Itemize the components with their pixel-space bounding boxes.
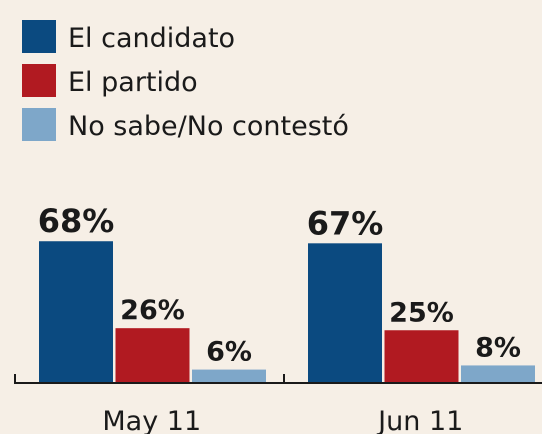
bar xyxy=(384,330,459,382)
value-label: 8% xyxy=(475,332,521,363)
bar xyxy=(39,241,113,382)
x-tick-label: Jun 11 xyxy=(376,406,463,434)
value-label: 26% xyxy=(120,295,185,326)
legend-label: No sabe/No contestó xyxy=(68,111,349,142)
bar xyxy=(308,243,382,382)
value-label: 67% xyxy=(307,204,384,242)
bar xyxy=(461,365,535,382)
value-label: 25% xyxy=(389,297,454,328)
value-label: 6% xyxy=(206,337,252,368)
legend-label: El candidato xyxy=(68,23,235,54)
bar xyxy=(115,328,190,382)
value-label: 68% xyxy=(38,202,115,240)
bar xyxy=(192,369,266,382)
x-tick-label: May 11 xyxy=(102,406,201,434)
legend-swatch xyxy=(22,64,56,97)
legend-label: El partido xyxy=(68,67,198,98)
legend-swatch xyxy=(22,108,56,141)
legend-swatch xyxy=(22,20,56,53)
